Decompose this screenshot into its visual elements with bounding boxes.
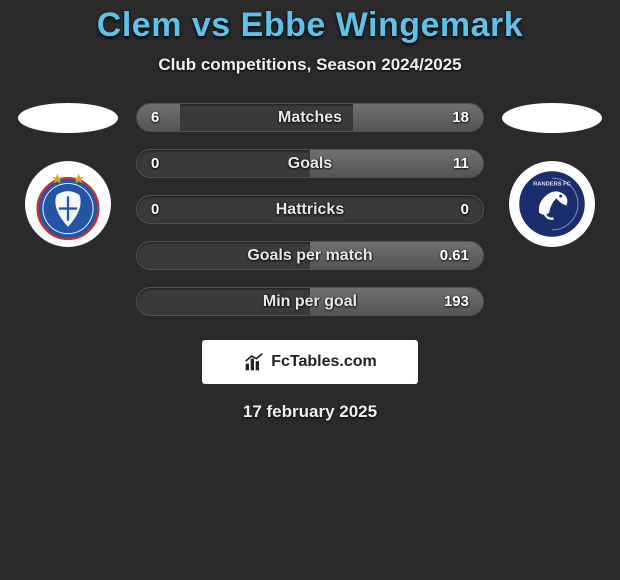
- stat-label: Matches: [278, 109, 342, 127]
- date-label: 17 february 2025: [0, 402, 620, 422]
- stat-bar: Min per goal 193: [136, 287, 484, 316]
- stat-label: Hattricks: [276, 201, 344, 219]
- stat-bar: Goals per match 0.61: [136, 241, 484, 270]
- player-left-placeholder: [18, 103, 118, 133]
- stat-label: Goals: [288, 155, 332, 173]
- bar-chart-icon: [243, 352, 265, 372]
- stat-value-right: 0: [461, 201, 469, 218]
- stat-value-right: 11: [453, 155, 469, 172]
- fc-kobenhavn-icon: [30, 166, 106, 242]
- page-title: Clem vs Ebbe Wingemark: [0, 6, 620, 45]
- stats-bars: 6 Matches 18 0 Goals 11 0 Hattricks 0 Goals per m…: [136, 103, 484, 316]
- club-crest-right: RANDERS FC: [509, 161, 595, 247]
- stat-value-right: 193: [444, 293, 469, 310]
- brand-footer: FcTables.com: [202, 340, 418, 384]
- left-column: [18, 103, 118, 247]
- brand-text: FcTables.com: [271, 353, 377, 371]
- stat-value-left: 0: [151, 155, 159, 172]
- stat-value-right: 18: [452, 109, 469, 126]
- comparison-card: Clem vs Ebbe Wingemark Club competitions…: [0, 0, 620, 422]
- subtitle: Club competitions, Season 2024/2025: [0, 55, 620, 75]
- stat-label: Goals per match: [247, 247, 372, 265]
- randers-fc-icon: RANDERS FC: [516, 168, 588, 240]
- stat-value-left: 6: [151, 109, 159, 126]
- svg-text:RANDERS FC: RANDERS FC: [533, 181, 571, 187]
- stat-bar: 0 Goals 11: [136, 149, 484, 178]
- player-right-placeholder: [502, 103, 602, 133]
- club-crest-left: [25, 161, 111, 247]
- stat-label: Min per goal: [263, 293, 357, 311]
- main-row: 6 Matches 18 0 Goals 11 0 Hattricks 0 Goals per m…: [0, 103, 620, 316]
- stat-bar: 6 Matches 18: [136, 103, 484, 132]
- right-column: RANDERS FC: [502, 103, 602, 247]
- stat-bar: 0 Hattricks 0: [136, 195, 484, 224]
- stat-value-left: 0: [151, 201, 159, 218]
- stat-value-right: 0.61: [440, 247, 469, 264]
